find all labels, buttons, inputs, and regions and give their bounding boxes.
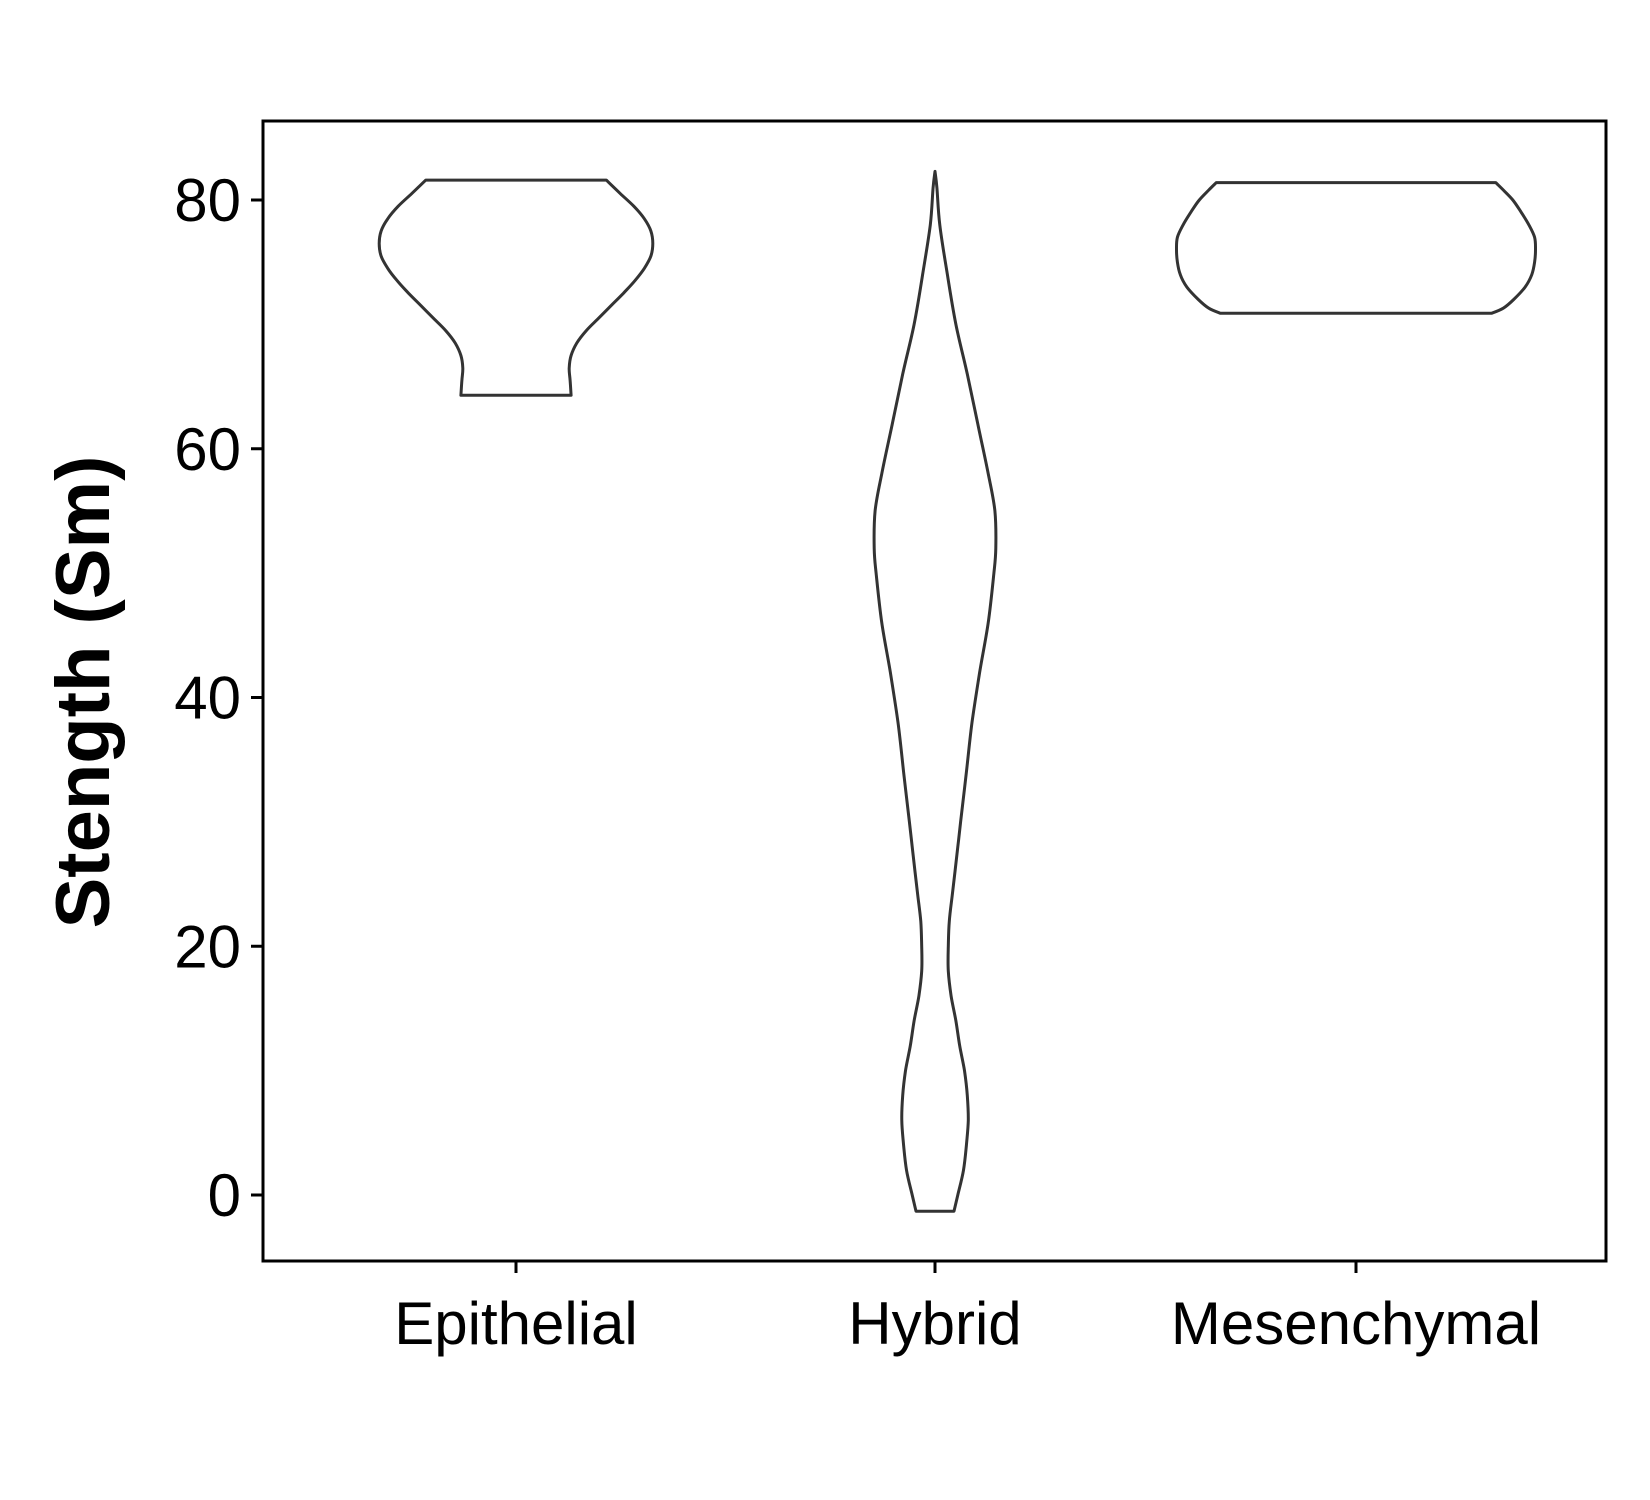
x-tick-label: Mesenchymal [1171,1290,1541,1357]
y-axis: 0 20 40 60 80 [174,167,263,1229]
y-tick-label: 40 [174,665,241,732]
violin-layer [377,169,1538,1213]
x-tick-label: Hybrid [848,1290,1021,1357]
violin-epithelial [377,178,655,397]
violin-hybrid [872,169,998,1213]
y-tick-label: 20 [174,913,241,980]
y-tick-label: 80 [174,167,241,234]
x-tick-label: Epithelial [394,1290,638,1357]
y-tick-label: 0 [208,1162,241,1229]
y-axis-title: Stength (Sm) [41,456,126,929]
y-tick-label: 60 [174,416,241,483]
x-axis: Epithelial Hybrid Mesenchymal [394,1261,1541,1357]
violin-mesenchymal [1174,181,1538,315]
